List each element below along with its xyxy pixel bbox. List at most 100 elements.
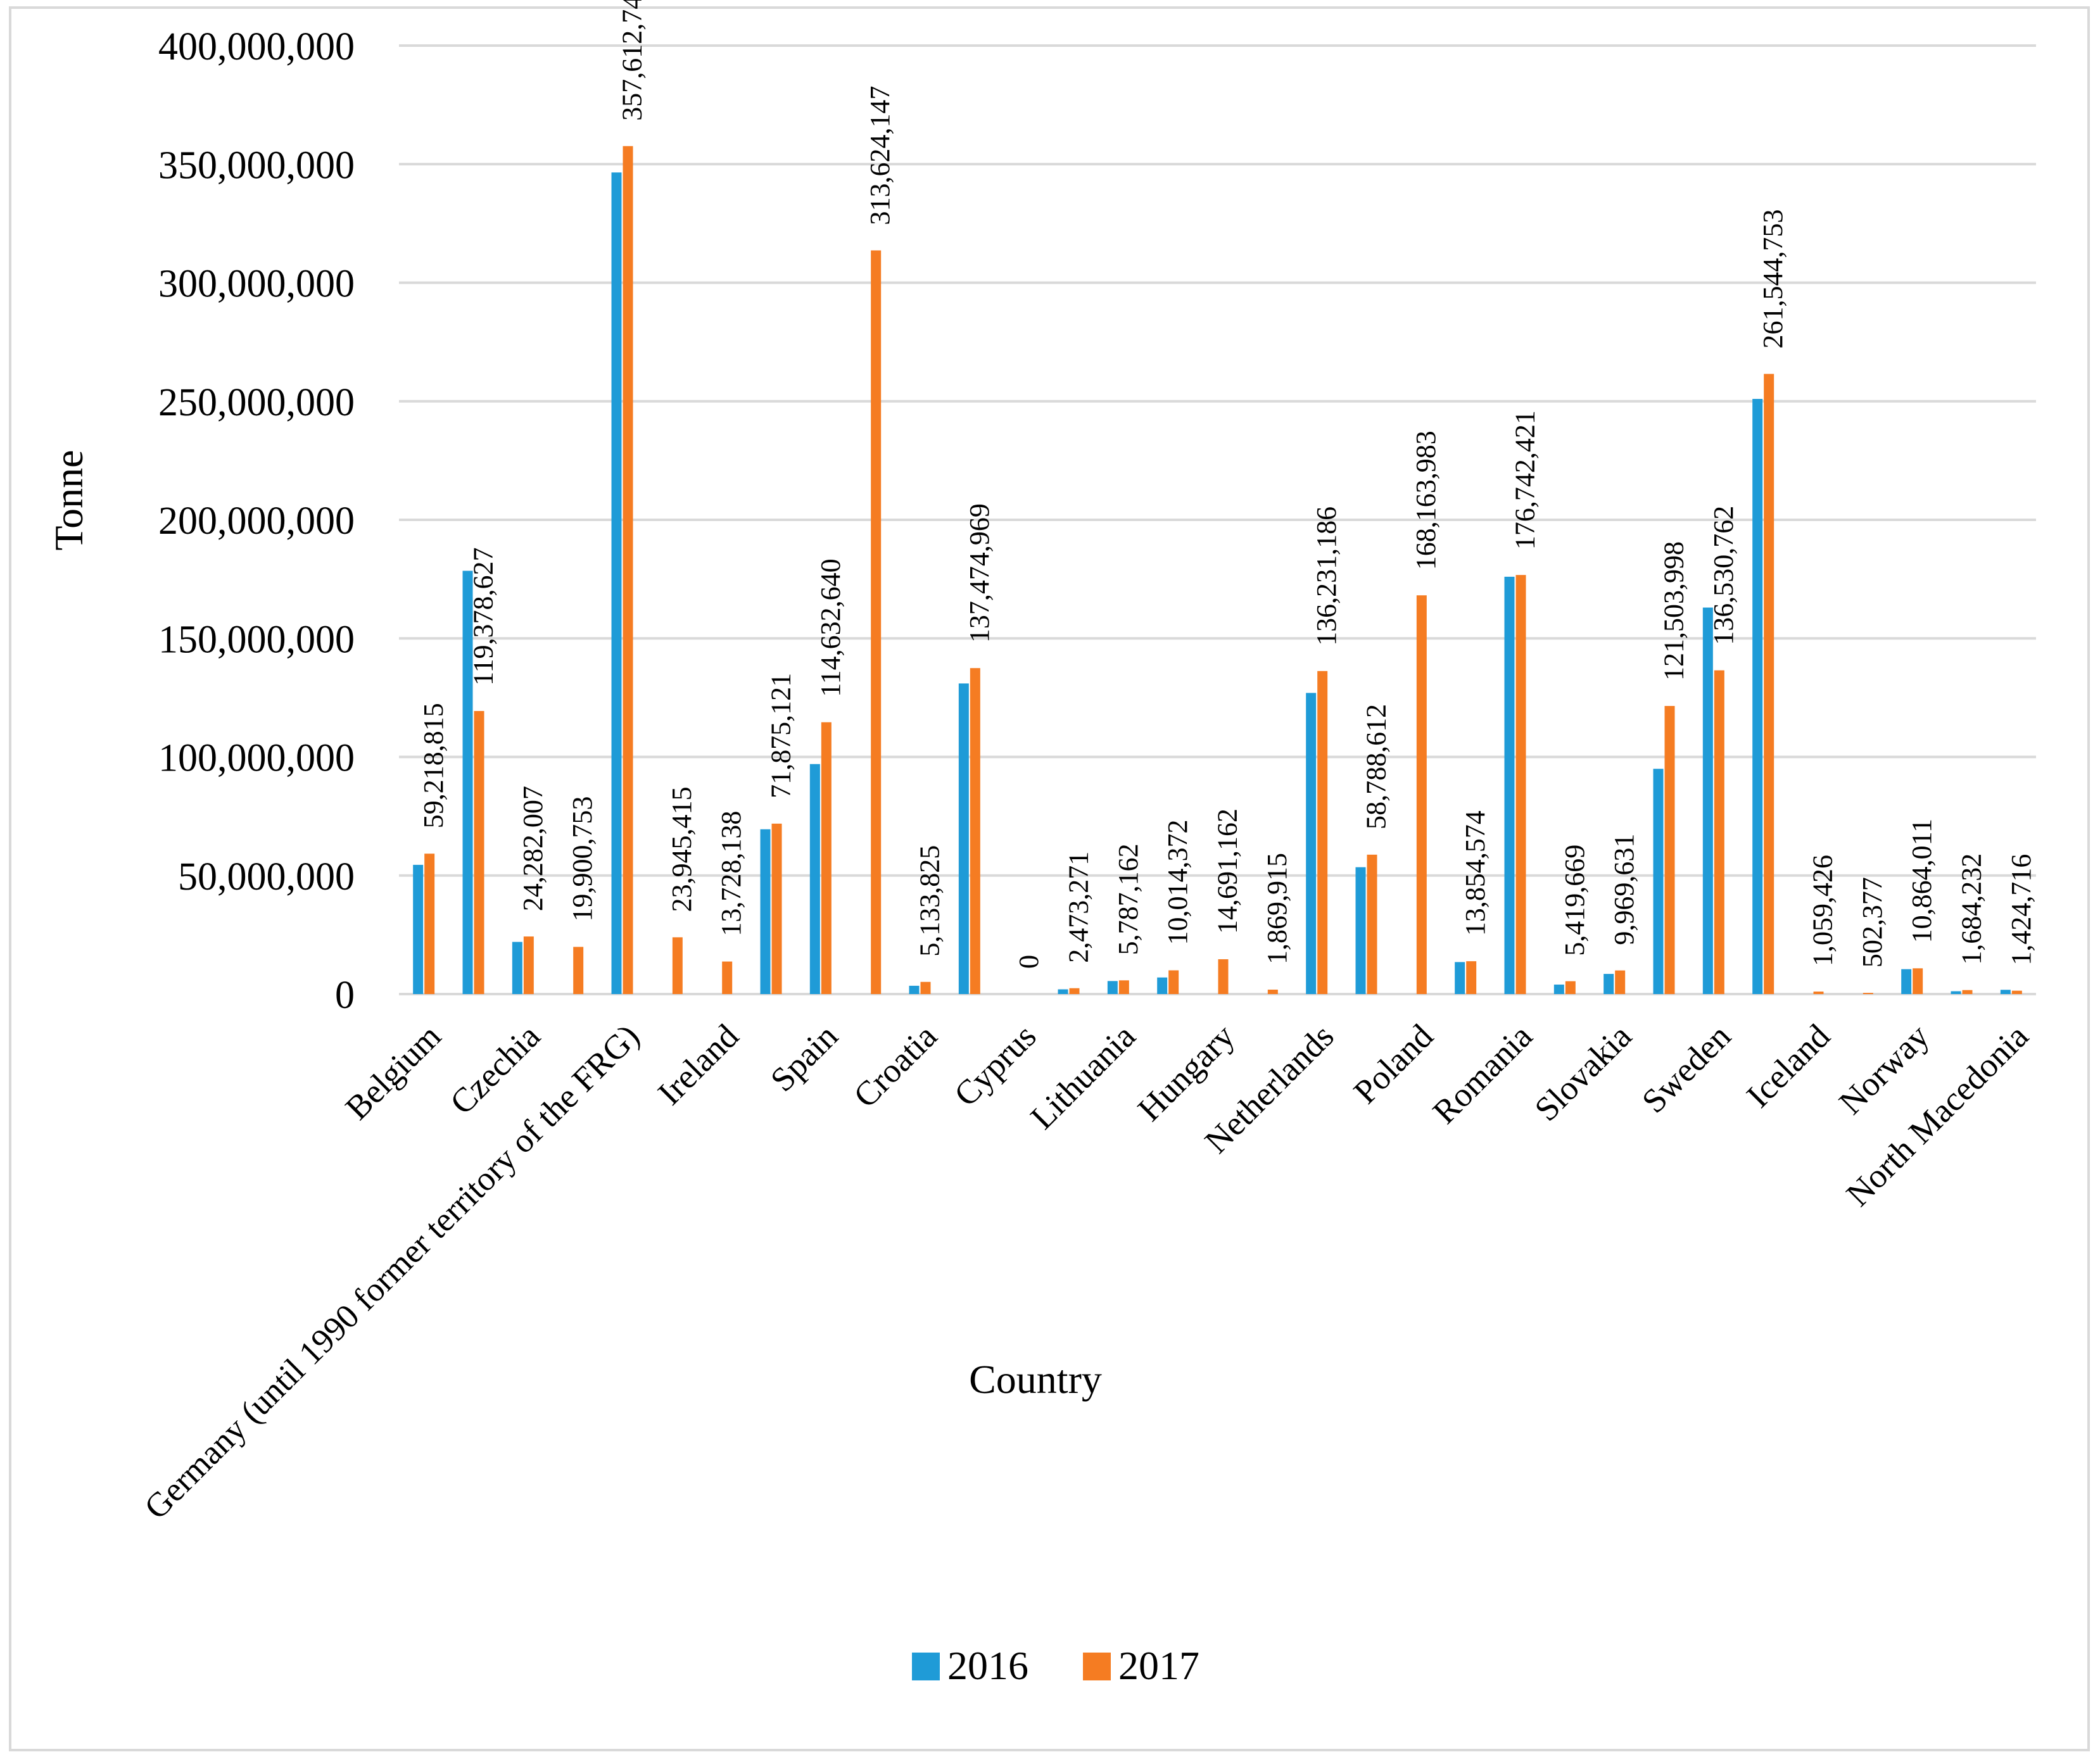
data-label: 176,742,421 [1510, 410, 1541, 550]
data-label: 5,419,669 [1559, 845, 1590, 956]
x-category-label: Sweden [1635, 1017, 1738, 1120]
data-label: 136,530,762 [1708, 506, 1739, 645]
y-tick-label: 350,000,000 [158, 144, 355, 187]
bar-2017 [474, 710, 484, 994]
x-category-label: Lithuania [1023, 1017, 1143, 1137]
bar-2017 [1069, 988, 1080, 994]
bar-2017 [1714, 670, 1724, 994]
bar-2017 [1913, 968, 1923, 994]
x-category-label: Cyprus [947, 1017, 1044, 1114]
bar-2016 [1951, 991, 1961, 994]
bar-2017 [424, 854, 435, 994]
bar-2016 [809, 764, 820, 994]
data-label: 9,969,631 [1609, 834, 1640, 945]
data-label: 1,684,232 [1956, 854, 1987, 965]
y-axis-ticks: 0 50,000,000 100,000,000 150,000,000 200,000… [158, 25, 355, 1017]
bar-2017 [1565, 981, 1576, 994]
bar-2017 [1267, 989, 1278, 994]
bar-2016 [1058, 989, 1068, 994]
x-category-label: North Macedonia [1839, 1017, 2036, 1214]
y-axis-title: Tonne [46, 450, 91, 550]
bar-2017 [1118, 980, 1129, 994]
data-label: 5,787,162 [1113, 843, 1144, 955]
bar-2017 [771, 823, 782, 994]
y-tick-label: 50,000,000 [178, 855, 355, 898]
bar-2017 [1168, 970, 1179, 994]
bar-2016 [1752, 399, 1763, 994]
data-label: 23,945,415 [666, 786, 697, 912]
data-label: 14,691,162 [1212, 809, 1243, 934]
bar-2016 [1653, 769, 1664, 994]
data-label: 261,544,753 [1757, 210, 1788, 349]
bar-2016 [1603, 974, 1614, 994]
bar-2017 [821, 722, 832, 994]
bar-2017 [2011, 990, 2022, 994]
data-labels: 59,218,815 119,378,627 24,282,007 19,900,75… [418, 0, 2037, 969]
legend-swatch-2017 [1083, 1653, 1111, 1680]
data-label: 10,864,011 [1906, 819, 1937, 943]
bar-2016 [512, 942, 522, 994]
y-tick-label: 150,000,000 [158, 618, 355, 661]
bar-2017 [1367, 854, 1377, 994]
x-category-label: Croatia [846, 1017, 944, 1115]
bar-2016 [1553, 985, 1564, 994]
data-label: 136,231,186 [1311, 507, 1342, 646]
data-label: 5,133,825 [914, 845, 946, 957]
bar-2017 [871, 250, 882, 995]
y-tick-label: 0 [335, 974, 355, 1017]
data-label: 19,900,753 [567, 796, 598, 921]
data-label: 313,624,147 [864, 85, 895, 225]
data-label: 114,632,640 [815, 558, 846, 696]
bar-2016 [462, 570, 473, 994]
data-label: 13,854,574 [1460, 810, 1491, 936]
data-label: 13,728,138 [716, 811, 747, 936]
gridlines [399, 44, 2036, 995]
bar-2017 [1813, 992, 1824, 994]
x-category-label: Slovakia [1528, 1017, 1639, 1128]
bar-2017 [1764, 374, 1774, 994]
data-label: 59,218,815 [418, 703, 449, 828]
y-tick-label: 100,000,000 [158, 737, 355, 780]
data-label: 1,059,426 [1807, 855, 1838, 966]
bar-2016 [958, 683, 969, 994]
data-label: 119,378,627 [468, 548, 499, 686]
bar-2016 [2000, 990, 2011, 994]
legend-label: 2017 [1118, 1643, 1199, 1688]
x-category-label: Iceland [1739, 1017, 1837, 1115]
legend-swatch-2016 [912, 1653, 940, 1680]
data-label: 137,474,969 [964, 503, 995, 643]
x-category-label: Belgium [338, 1017, 448, 1127]
data-label: 24,282,007 [517, 786, 548, 911]
data-label: 71,875,121 [766, 673, 797, 798]
bar-2017 [722, 961, 733, 994]
x-axis-title: Country [969, 1357, 1102, 1402]
bar-2016 [1306, 693, 1317, 994]
bar-2016 [611, 172, 622, 994]
bar-2016 [1504, 576, 1515, 994]
bar-2017 [573, 947, 584, 994]
data-label: 1,869,915 [1262, 853, 1293, 964]
bar-2017 [1416, 595, 1427, 994]
bar-2017 [1218, 959, 1229, 994]
data-label: 58,788,612 [1361, 704, 1392, 829]
x-category-label: Romania [1426, 1017, 1540, 1131]
bar-2017 [970, 668, 980, 994]
bar-2016 [1702, 607, 1713, 994]
data-label: 502,377 [1857, 877, 1888, 967]
bar-2017 [1615, 970, 1626, 994]
bar-2016 [1157, 977, 1168, 994]
bar-2017 [1466, 961, 1477, 994]
bar-2016 [909, 985, 920, 994]
data-label: 1,424,716 [2006, 854, 2037, 966]
bar-2016 [1355, 867, 1366, 994]
bar-2017 [1664, 705, 1675, 994]
bar-2017 [920, 981, 931, 994]
bar-2017 [523, 936, 534, 994]
bars [413, 146, 2022, 995]
bar-2016 [1455, 962, 1465, 994]
y-tick-label: 400,000,000 [158, 25, 355, 68]
bar-2016 [760, 829, 771, 994]
y-tick-label: 200,000,000 [158, 500, 355, 543]
legend: 2016 2017 [912, 1643, 1199, 1688]
